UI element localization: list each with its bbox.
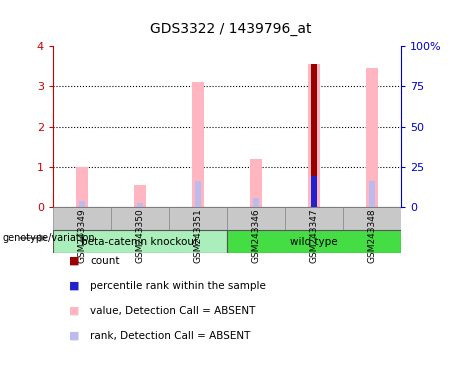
Text: beta-catenin knockout: beta-catenin knockout — [82, 237, 199, 247]
Text: ■: ■ — [69, 256, 80, 266]
Bar — [253, 199, 259, 207]
Bar — [76, 167, 89, 207]
Text: ■: ■ — [69, 331, 80, 341]
Bar — [53, 230, 227, 253]
Text: GSM243349: GSM243349 — [77, 209, 87, 263]
Bar — [111, 207, 169, 230]
Text: GSM243350: GSM243350 — [136, 209, 145, 263]
Bar — [192, 83, 204, 207]
Bar — [134, 185, 147, 207]
Bar — [195, 181, 201, 207]
Text: genotype/variation: genotype/variation — [2, 233, 95, 243]
Bar — [285, 207, 343, 230]
Bar — [311, 176, 317, 207]
Text: value, Detection Call = ABSENT: value, Detection Call = ABSENT — [90, 306, 255, 316]
Bar — [366, 68, 378, 207]
Text: GSM243348: GSM243348 — [367, 209, 377, 263]
Text: GSM243346: GSM243346 — [252, 209, 260, 263]
Bar — [227, 207, 285, 230]
Bar — [250, 159, 262, 207]
Text: count: count — [90, 256, 119, 266]
Text: GSM243351: GSM243351 — [194, 209, 202, 263]
Text: ■: ■ — [69, 281, 80, 291]
Bar — [53, 207, 111, 230]
Bar — [369, 181, 375, 207]
Text: GSM243347: GSM243347 — [309, 209, 319, 263]
Text: GDS3322 / 1439796_at: GDS3322 / 1439796_at — [150, 23, 311, 36]
Bar — [227, 230, 401, 253]
Text: wild type: wild type — [290, 237, 338, 247]
Bar — [169, 207, 227, 230]
Bar — [307, 64, 320, 207]
Text: percentile rank within the sample: percentile rank within the sample — [90, 281, 266, 291]
Text: rank, Detection Call = ABSENT: rank, Detection Call = ABSENT — [90, 331, 250, 341]
Bar — [79, 201, 85, 207]
Bar — [137, 204, 143, 207]
Text: ■: ■ — [69, 306, 80, 316]
Bar — [311, 64, 317, 207]
Bar — [343, 207, 401, 230]
